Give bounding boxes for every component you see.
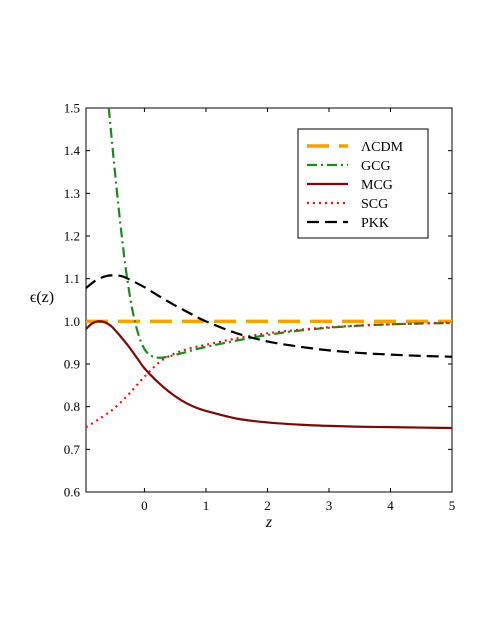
- series-line-mcg: [86, 320, 452, 430]
- x-tick-label: 4: [387, 498, 394, 513]
- plot-frame: [85, 107, 453, 493]
- y-tick-label: 0.6: [64, 485, 81, 500]
- legend: ΛCDM GCG MCG SCG PKK: [297, 128, 429, 239]
- y-tick-label: 1.5: [64, 101, 80, 116]
- legend-label: GCG: [361, 159, 391, 174]
- y-tick-label: 1.1: [64, 271, 80, 286]
- legend-label: ΛCDM: [361, 140, 404, 155]
- legend-label: PKK: [361, 216, 389, 231]
- legend-label: MCG: [361, 178, 393, 193]
- series-line-pkk: [86, 274, 452, 358]
- legend-label: SCG: [361, 197, 388, 212]
- x-axis-label: z: [265, 514, 273, 531]
- series-line-scg: [86, 321, 452, 429]
- axis-ticks: 0 1 2 3 4 5 0.6 0.7 0.8 0.9 1.0 1.1 1.2 1.3 1.4 1.5: [64, 101, 456, 514]
- y-tick-label: 1.0: [64, 314, 80, 329]
- y-tick-label: 1.2: [64, 229, 80, 244]
- y-axis-label: ϵ(z): [30, 289, 54, 306]
- x-tick-label: 2: [264, 498, 271, 513]
- x-tick-label: 5: [449, 498, 456, 513]
- y-tick-label: 1.3: [64, 186, 80, 201]
- x-tick-label: 3: [326, 498, 333, 513]
- x-tick-label: 0: [141, 498, 148, 513]
- y-tick-label: 0.8: [64, 399, 80, 414]
- x-tick-label: 1: [203, 498, 210, 513]
- y-tick-label: 1.4: [64, 143, 81, 158]
- series-line-gcg: [107, 108, 452, 359]
- series-lines: [86, 108, 452, 430]
- y-tick-label: 0.7: [64, 442, 81, 457]
- y-tick-label: 0.9: [64, 357, 80, 372]
